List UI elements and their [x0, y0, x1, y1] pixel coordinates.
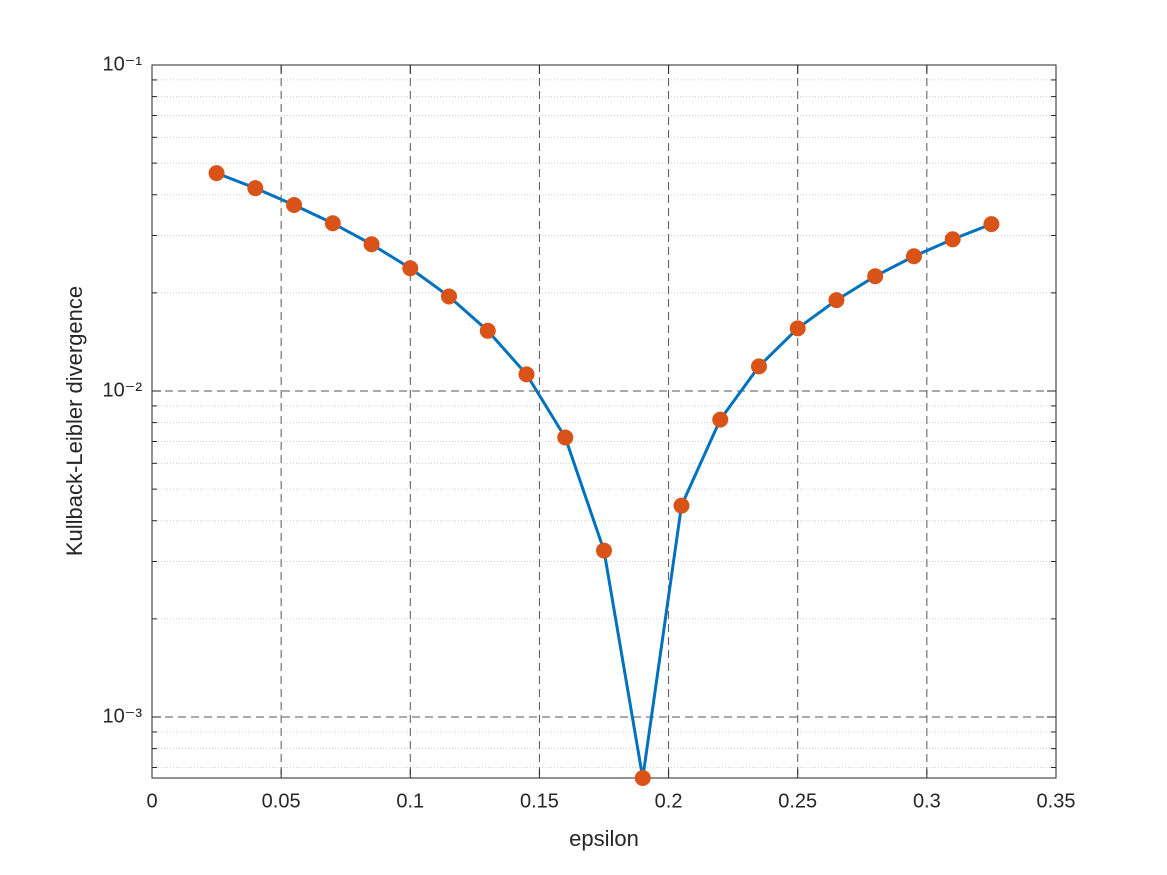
data-point — [983, 216, 1000, 233]
x-tick-label: 0.35 — [1037, 790, 1076, 812]
data-point — [712, 411, 729, 428]
data-point — [596, 542, 612, 559]
x-axis-label: epsilon — [569, 826, 639, 851]
data-point — [634, 770, 651, 786]
data-point — [673, 497, 690, 514]
data-point — [557, 429, 574, 446]
y-axis-label: Kullback-Leibler divergence — [62, 286, 87, 556]
data-point — [518, 366, 535, 383]
data-point — [247, 180, 264, 197]
data-point — [402, 260, 419, 277]
data-point — [789, 320, 806, 337]
data-point — [363, 236, 380, 253]
data-point — [208, 165, 225, 182]
data-point — [324, 215, 341, 232]
data-point — [828, 292, 845, 309]
data-point — [867, 268, 884, 285]
x-tick-label: 0.2 — [655, 790, 683, 812]
data-point — [286, 197, 303, 214]
x-tick-label: 0.1 — [396, 790, 424, 812]
data-point — [944, 231, 961, 248]
data-point — [750, 358, 767, 375]
data-point — [479, 322, 496, 339]
x-tick-label: 0.15 — [520, 790, 559, 812]
y-tick-label: 10⁻¹ — [103, 53, 143, 75]
x-tick-label: 0 — [146, 790, 157, 812]
y-tick-label: 10⁻³ — [103, 705, 143, 727]
y-tick-label: 10⁻² — [103, 379, 143, 401]
data-point — [441, 288, 458, 305]
x-tick-label: 0.05 — [262, 790, 301, 812]
data-point — [905, 248, 922, 265]
x-tick-label: 0.3 — [913, 790, 941, 812]
x-tick-label: 0.25 — [778, 790, 817, 812]
axes-box — [151, 64, 1057, 779]
plot-area — [152, 65, 1056, 778]
